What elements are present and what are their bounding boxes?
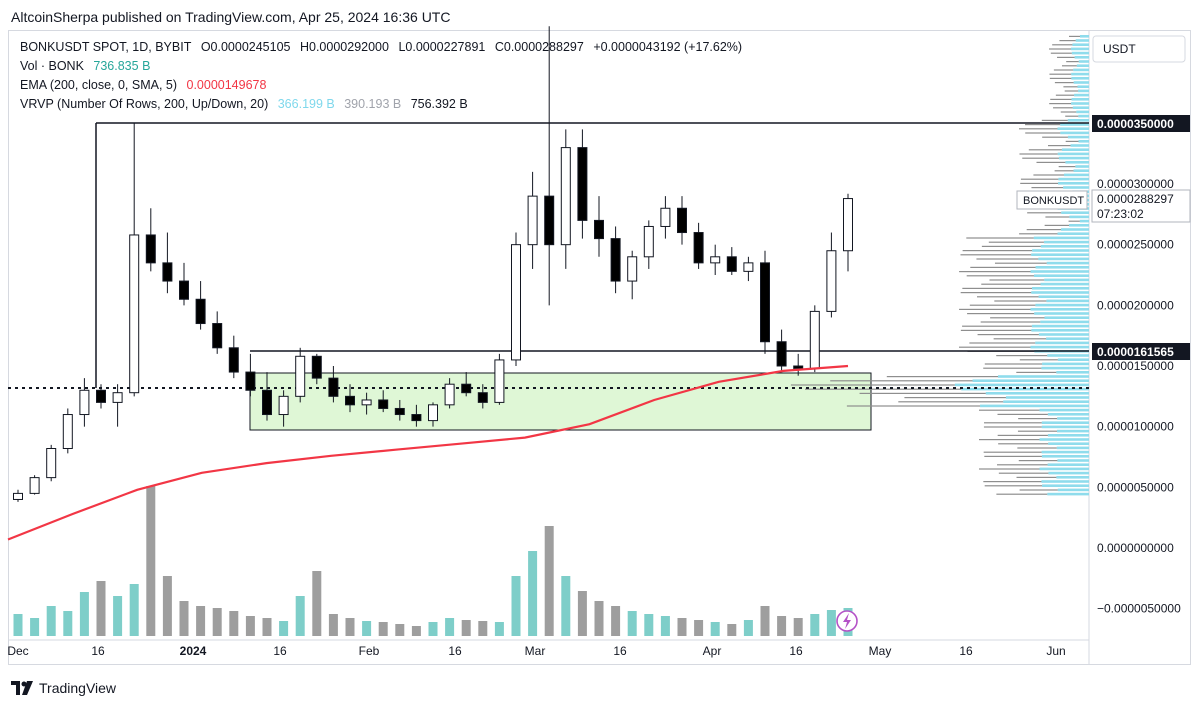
volume-value: 736.835 B [93, 59, 151, 73]
high-value: H0.0000292000 [299, 40, 389, 54]
footer-brand[interactable]: TradingView [11, 680, 116, 696]
low-value: L0.0000227891 [398, 40, 486, 54]
vrvp-label[interactable]: VRVP (Number Of Rows, 200, Up/Down, 20) [20, 97, 269, 111]
volume-label[interactable]: Vol · BONK [20, 59, 84, 73]
legend-symbol-line: BONKUSDT SPOT, 1D, BYBIT O0.0000245105 H… [20, 40, 748, 54]
chart-frame [8, 30, 1191, 665]
vrvp-total-value: 756.392 B [410, 97, 468, 111]
brand-label: TradingView [39, 680, 117, 696]
legend-vrvp: VRVP (Number Of Rows, 200, Up/Down, 20) … [20, 97, 474, 111]
symbol-label[interactable]: BONKUSDT SPOT, 1D, BYBIT [20, 40, 192, 54]
ema-value: 0.0000149678 [186, 78, 267, 92]
open-value: O0.0000245105 [200, 40, 291, 54]
legend-ema: EMA (200, close, 0, SMA, 5) 0.0000149678 [20, 78, 272, 92]
legend-volume: Vol · BONK 736.835 B [20, 59, 156, 73]
vrvp-down-value: 390.193 B [344, 97, 402, 111]
ema-label[interactable]: EMA (200, close, 0, SMA, 5) [20, 78, 178, 92]
vrvp-up-value: 366.199 B [277, 97, 335, 111]
publisher-header: AltcoinSherpa published on TradingView.c… [11, 9, 451, 25]
change-value: +0.0000043192 (+17.62%) [593, 40, 743, 54]
tradingview-logo-icon [11, 681, 33, 695]
close-value: C0.0000288297 [494, 40, 584, 54]
